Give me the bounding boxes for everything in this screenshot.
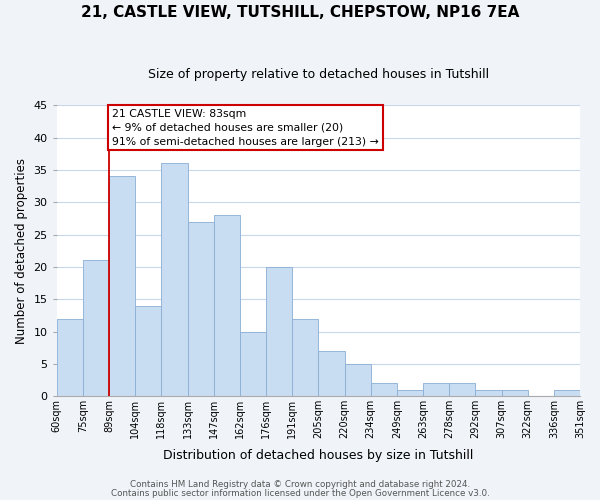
Bar — [188, 222, 214, 396]
Text: 21 CASTLE VIEW: 83sqm
← 9% of detached houses are smaller (20)
91% of semi-detac: 21 CASTLE VIEW: 83sqm ← 9% of detached h… — [112, 108, 379, 146]
Title: Size of property relative to detached houses in Tutshill: Size of property relative to detached ho… — [148, 68, 489, 80]
Bar — [502, 390, 527, 396]
Bar — [57, 318, 83, 396]
Bar — [475, 390, 502, 396]
Bar — [319, 351, 344, 396]
X-axis label: Distribution of detached houses by size in Tutshill: Distribution of detached houses by size … — [163, 450, 473, 462]
Bar — [344, 364, 371, 396]
Bar — [449, 384, 475, 396]
Text: Contains HM Land Registry data © Crown copyright and database right 2024.: Contains HM Land Registry data © Crown c… — [130, 480, 470, 489]
Bar — [371, 384, 397, 396]
Text: 21, CASTLE VIEW, TUTSHILL, CHEPSTOW, NP16 7EA: 21, CASTLE VIEW, TUTSHILL, CHEPSTOW, NP1… — [81, 5, 519, 20]
Bar — [83, 260, 109, 396]
Bar — [135, 306, 161, 396]
Text: Contains public sector information licensed under the Open Government Licence v3: Contains public sector information licen… — [110, 488, 490, 498]
Bar — [161, 164, 188, 396]
Bar — [423, 384, 449, 396]
Bar — [292, 318, 319, 396]
Bar — [266, 267, 292, 396]
Y-axis label: Number of detached properties: Number of detached properties — [15, 158, 28, 344]
Bar — [109, 176, 135, 396]
Bar — [554, 390, 580, 396]
Bar — [240, 332, 266, 396]
Bar — [214, 215, 240, 396]
Bar — [397, 390, 423, 396]
